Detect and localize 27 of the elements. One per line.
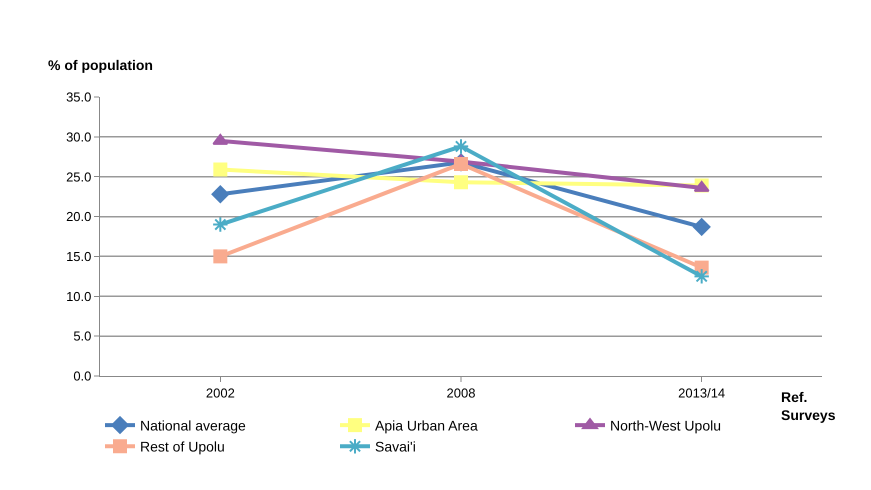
point (692, 218, 710, 236)
point (213, 249, 228, 264)
legend-label: Apia Urban Area (375, 418, 478, 434)
x-tick-label: 2002 (206, 386, 235, 401)
point (213, 162, 228, 177)
point (454, 156, 468, 171)
point (693, 268, 710, 285)
y-tick-label: 5.0 (73, 328, 92, 344)
y-tick-label: 25.0 (66, 169, 92, 184)
point (454, 175, 468, 190)
legend-label: National average (140, 418, 246, 434)
point (212, 216, 229, 233)
legend-label: North-West Upolu (610, 418, 722, 434)
point (212, 185, 230, 204)
y-axis-title: % of population (48, 57, 153, 73)
y-tick-label: 20.0 (66, 209, 92, 224)
y-tick-label: 15.0 (66, 248, 92, 264)
legend-label: Rest of Upolu (140, 438, 225, 455)
x-axis-title: Ref. Surveys (781, 389, 836, 424)
legend-label: Savai'i (375, 438, 416, 455)
point (452, 138, 470, 155)
y-tick-label: 10.0 (66, 288, 92, 304)
y-tick-label: 35.0 (66, 90, 92, 105)
y-tick-label: 30.0 (66, 129, 92, 144)
x-tick-label: 2013/14 (678, 386, 726, 401)
y-tick-label: 0.0 (73, 368, 92, 384)
x-tick-label: 2008 (446, 386, 476, 401)
